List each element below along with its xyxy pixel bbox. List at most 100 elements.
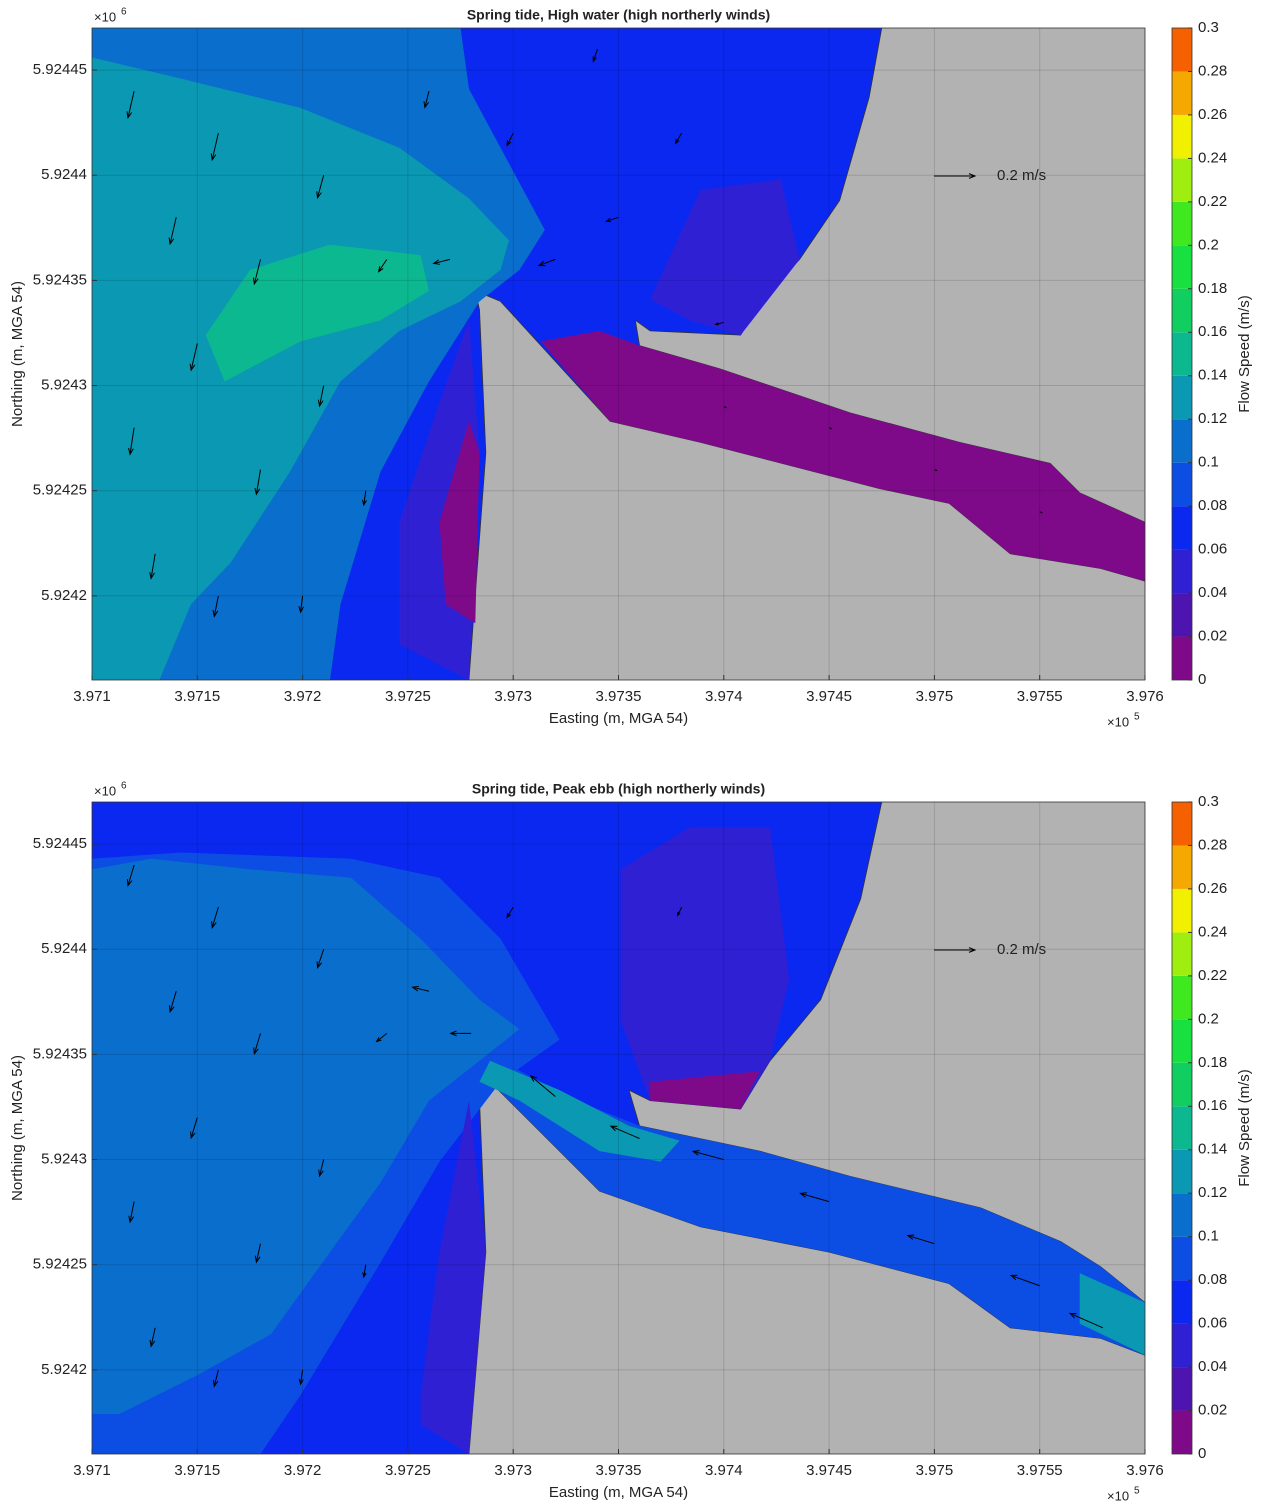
colorbar-tick-label: 0.24	[1198, 923, 1227, 940]
colorbar-tick-label: 0.04	[1198, 584, 1227, 601]
x-tick-label: 3.971	[73, 688, 111, 705]
chart-title: Spring tide, High water (high northerly …	[467, 7, 770, 23]
x-axis-label: Easting (m, MGA 54)	[549, 710, 688, 727]
colorbar-segment	[1172, 1150, 1192, 1193]
colorbar-tick-label: 0.12	[1198, 410, 1227, 427]
colorbar-tick-label: 0.06	[1198, 1315, 1227, 1332]
y-tick-label: 5.9244	[41, 940, 87, 957]
colorbar-segment	[1172, 1280, 1192, 1323]
colorbar-segment	[1172, 419, 1192, 462]
colorbar-segment	[1172, 1106, 1192, 1149]
x-tick-label: 3.976	[1126, 688, 1164, 705]
colorbar-segment	[1172, 463, 1192, 506]
y-multiplier: ×10	[94, 783, 116, 798]
y-tick-label: 5.92425	[33, 1256, 87, 1273]
y-tick-label: 5.92435	[33, 1045, 87, 1062]
x-tick-label: 3.976	[1126, 1462, 1164, 1479]
colorbar-tick-label: 0	[1198, 671, 1206, 688]
y-tick-label: 5.9243	[41, 1151, 87, 1168]
colorbar-tick-label: 0.2	[1198, 1010, 1219, 1027]
colorbar-segment	[1172, 932, 1192, 975]
x-tick-label: 3.9745	[806, 688, 852, 705]
y-axis-label: Northing (m, MGA 54)	[9, 281, 26, 427]
colorbar-tick-label: 0.28	[1198, 836, 1227, 853]
chart-title: Spring tide, Peak ebb (high northerly wi…	[472, 781, 765, 797]
colorbar-tick-label: 0.2	[1198, 236, 1219, 253]
y-tick-label: 5.92435	[33, 271, 87, 288]
x-tick-label: 3.9725	[385, 688, 431, 705]
y-exponent: 6	[121, 781, 127, 792]
colorbar-tick-label: 0.24	[1198, 149, 1227, 166]
x-tick-label: 3.974	[705, 688, 743, 705]
colorbar-tick-label: 0.08	[1198, 497, 1227, 514]
scale-label: 0.2 m/s	[997, 941, 1046, 958]
y-tick-label: 5.9242	[41, 1361, 87, 1378]
colorbar-segment	[1172, 376, 1192, 419]
colorbar-tick-label: 0.22	[1198, 193, 1227, 210]
x-exponent: 5	[1134, 712, 1140, 723]
colorbar-tick-label: 0.18	[1198, 1054, 1227, 1071]
colorbar-tick-label: 0.28	[1198, 62, 1227, 79]
colorbar-segment	[1172, 1063, 1192, 1106]
colorbar-tick-label: 0.14	[1198, 1141, 1227, 1158]
y-tick-label: 5.92425	[33, 482, 87, 499]
x-tick-label: 3.9755	[1017, 1462, 1063, 1479]
x-tick-label: 3.9735	[596, 688, 642, 705]
colorbar-segment	[1172, 202, 1192, 245]
colorbar-tick-label: 0.16	[1198, 1097, 1227, 1114]
colorbar-tick-label: 0.22	[1198, 967, 1227, 984]
y-tick-label: 5.9243	[41, 377, 87, 394]
colorbar-segment	[1172, 158, 1192, 201]
colorbar-tick-label: 0.16	[1198, 323, 1227, 340]
scale-label: 0.2 m/s	[997, 167, 1046, 184]
colorbar-segment	[1172, 976, 1192, 1019]
colorbar-segment	[1172, 593, 1192, 636]
contour-panel: 0.2 m/s3.9713.97153.9723.97253.9733.9735…	[9, 7, 1253, 730]
colorbar-segment	[1172, 332, 1192, 375]
colorbar-tick-label: 0	[1198, 1445, 1206, 1462]
x-axis-label: Easting (m, MGA 54)	[549, 1484, 688, 1501]
x-tick-label: 3.9715	[174, 688, 220, 705]
x-exponent: 5	[1134, 1486, 1140, 1497]
colorbar-segment	[1172, 845, 1192, 888]
speed-region	[621, 827, 789, 1109]
colorbar-segment	[1172, 1237, 1192, 1280]
colorbar-tick-label: 0.26	[1198, 880, 1227, 897]
x-tick-label: 3.975	[916, 688, 954, 705]
colorbar-segment	[1172, 245, 1192, 288]
colorbar-tick-label: 0.02	[1198, 1402, 1227, 1419]
colorbar-segment	[1172, 506, 1192, 549]
x-tick-label: 3.9735	[596, 1462, 642, 1479]
colorbar-segment	[1172, 1411, 1192, 1454]
y-multiplier: ×10	[94, 9, 116, 24]
y-tick-label: 5.92445	[33, 835, 87, 852]
contour-panel: 0.2 m/s3.9713.97153.9723.97253.9733.9735…	[9, 781, 1253, 1504]
colorbar-segment	[1172, 71, 1192, 114]
x-tick-label: 3.975	[916, 1462, 954, 1479]
colorbar-tick-label: 0.12	[1198, 1184, 1227, 1201]
colorbar-tick-label: 0.06	[1198, 541, 1227, 558]
colorbar-tick-label: 0.3	[1198, 19, 1219, 36]
y-tick-label: 5.9244	[41, 166, 87, 183]
colorbar-segment	[1172, 289, 1192, 332]
colorbar-tick-label: 0.08	[1198, 1271, 1227, 1288]
x-tick-label: 3.973	[494, 688, 532, 705]
colorbar-segment	[1172, 637, 1192, 680]
colorbar-tick-label: 0.02	[1198, 628, 1227, 645]
colorbar-segment	[1172, 1019, 1192, 1062]
x-multiplier: ×10	[1107, 1488, 1129, 1503]
colorbar-tick-label: 0.1	[1198, 1228, 1219, 1245]
colorbar-segment	[1172, 1324, 1192, 1367]
y-tick-label: 5.92445	[33, 61, 87, 78]
x-tick-label: 3.972	[284, 1462, 322, 1479]
y-tick-label: 5.9242	[41, 587, 87, 604]
x-tick-label: 3.9755	[1017, 688, 1063, 705]
colorbar-segment	[1172, 550, 1192, 593]
x-tick-label: 3.974	[705, 1462, 743, 1479]
x-multiplier: ×10	[1107, 714, 1129, 729]
y-exponent: 6	[121, 7, 127, 18]
x-tick-label: 3.973	[494, 1462, 532, 1479]
colorbar-tick-label: 0.14	[1198, 367, 1227, 384]
colorbar-segment	[1172, 115, 1192, 158]
colorbar-segment	[1172, 28, 1192, 71]
